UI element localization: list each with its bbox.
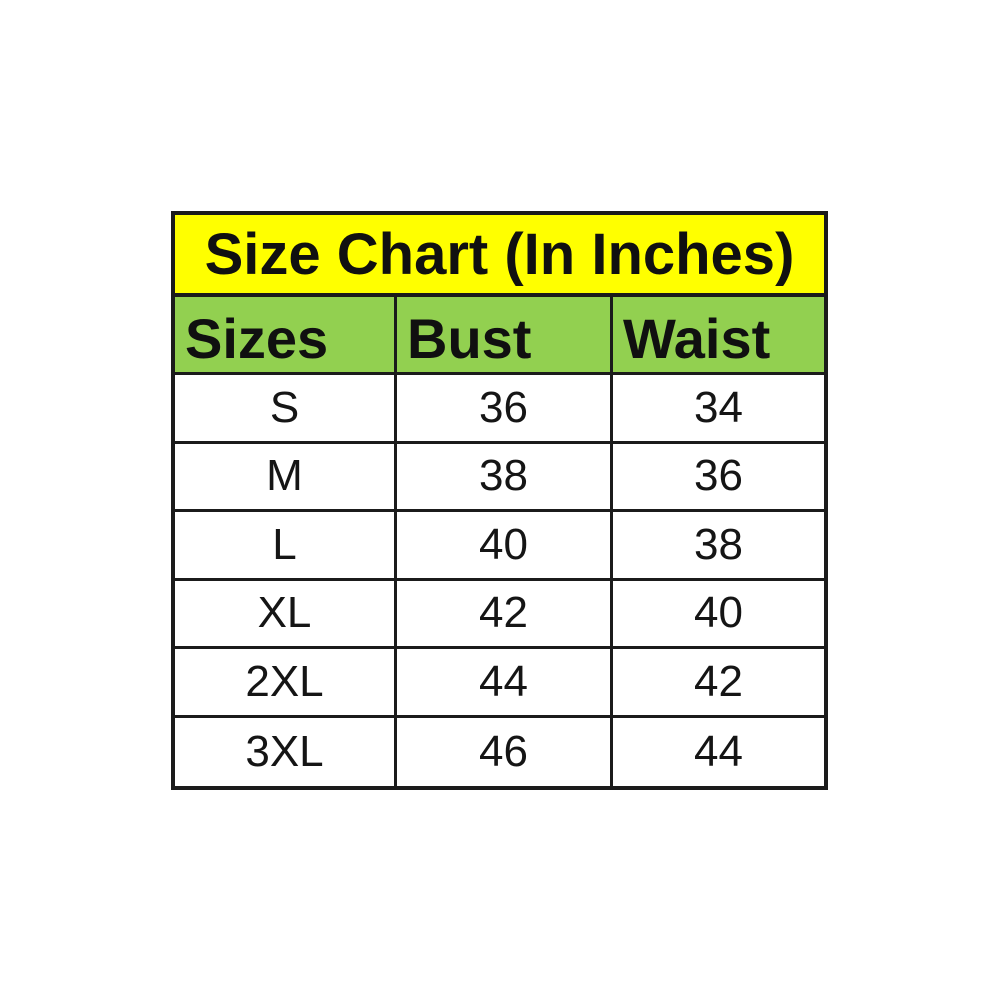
column-header-bust: Bust	[397, 297, 613, 372]
bust-value: 46	[397, 717, 613, 786]
table-row: 2XL 44 42	[175, 649, 824, 718]
waist-value: 40	[694, 588, 743, 638]
bust-value: 38	[397, 443, 613, 509]
table-header-row: Sizes Bust Waist	[175, 297, 824, 375]
waist-value: 34	[694, 382, 743, 432]
size-value: S	[175, 375, 397, 441]
bust-value: 40	[397, 512, 613, 578]
waist-value: 44	[694, 726, 743, 776]
table-title: Size Chart (In Inches)	[175, 215, 824, 297]
column-header-sizes: Sizes	[175, 297, 397, 372]
table-row: XL 42 40	[175, 580, 824, 649]
table-row: 3XL 46 44	[175, 717, 824, 786]
waist-value: 38	[694, 519, 743, 569]
column-header-waist: Waist	[623, 307, 771, 370]
table-row: S 36 34	[175, 375, 824, 444]
size-value: 2XL	[175, 649, 397, 715]
size-chart-table: Size Chart (In Inches) Sizes Bust Waist …	[171, 211, 828, 790]
waist-value: 36	[694, 451, 743, 501]
size-value: L	[175, 512, 397, 578]
bust-value: 42	[397, 580, 613, 646]
bust-value: 44	[397, 649, 613, 715]
table-row: L 40 38	[175, 512, 824, 581]
bust-value: 36	[397, 375, 613, 441]
size-value: XL	[175, 580, 397, 646]
size-value: 3XL	[175, 717, 397, 786]
size-value: M	[175, 443, 397, 509]
waist-value: 42	[694, 656, 743, 706]
table-row: M 38 36	[175, 443, 824, 512]
